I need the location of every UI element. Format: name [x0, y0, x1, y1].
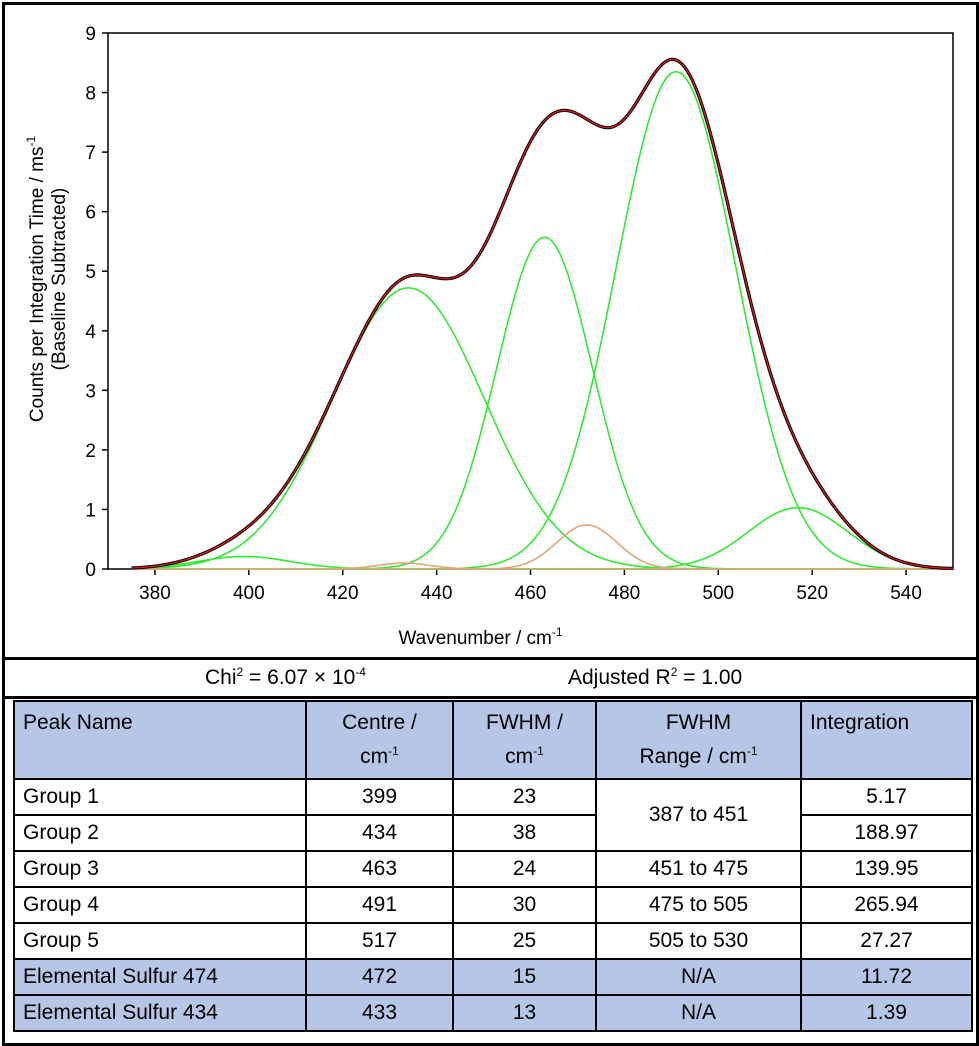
y-tick-label: 6 [85, 203, 96, 224]
cell-range: 387 to 451 [595, 778, 802, 852]
cell-range: 475 to 505 [595, 886, 802, 924]
y-tick-label: 5 [85, 262, 96, 283]
y-tick-label: 1 [85, 500, 96, 521]
x-axis-label: Wavenumber / cm-1 [398, 625, 562, 649]
table-row: Group 5 517 25 505 to 530 27.27 [13, 922, 973, 960]
cell-name: Group 1 [13, 778, 307, 816]
x-tick-label: 440 [421, 583, 453, 604]
component-peak-elemental-sulfur-474 [131, 524, 953, 570]
x-tick-label: 380 [139, 583, 171, 604]
cell-name: Group 3 [13, 850, 307, 888]
x-tick-label: 480 [609, 583, 641, 604]
x-tick-label: 400 [233, 583, 265, 604]
cell-centre: 433 [305, 994, 454, 1032]
table-row: Group 2 434 38 188.97 [13, 814, 973, 852]
measured-spectrum-line [131, 57, 954, 571]
cell-fwhm: 24 [452, 850, 597, 888]
table-row: Group 4 491 30 475 to 505 265.94 [13, 886, 973, 924]
header-fwhm-range: FWHM Range / cm-1 [595, 700, 802, 780]
fit-statistics: Chi2 = 6.07 × 10-4 Adjusted R2 = 1.00 [5, 657, 976, 699]
peak-table: Peak Name Centre / cm-1 FWHM / cm-1 FWHM Ra… [13, 700, 973, 1032]
y-tick-label: 4 [85, 322, 96, 343]
cell-centre: 517 [305, 922, 454, 960]
component-peak-group-5 [131, 506, 954, 570]
component-peak-group-4 [131, 70, 953, 570]
header-integration: Integration [800, 700, 973, 780]
cell-centre: 434 [305, 814, 454, 852]
table-row: Elemental Sulfur 474 472 15 N/A 11.72 [13, 958, 973, 996]
table-row: Group 1 399 23 387 to 451 5.17 [13, 778, 973, 852]
y-axis-label: Counts per Integration Time / ms-1 [24, 136, 48, 423]
cell-integration: 5.17 [800, 778, 973, 816]
cell-fwhm: 30 [452, 886, 597, 924]
cell-integration: 11.72 [800, 958, 973, 996]
cell-name: Group 4 [13, 886, 307, 924]
header-peak-name: Peak Name [13, 700, 307, 780]
chart-panel: 380 400 420 440 460 480 500 520 540 0 1 2 3 4 5 6 7 8 9 Wav… [5, 5, 976, 655]
y-tick-label: 2 [85, 441, 96, 462]
y-axis-sublabel: (Baseline Subtracted) [49, 188, 70, 371]
x-tick-label: 540 [890, 583, 922, 604]
header-centre: Centre / cm-1 [305, 700, 454, 780]
cell-fwhm: 23 [452, 778, 597, 816]
y-tick-label: 7 [85, 143, 96, 164]
chi-squared-stat: Chi2 = 6.07 × 10-4 [205, 665, 366, 689]
table-header-row: Peak Name Centre / cm-1 FWHM / cm-1 FWHM Ra… [13, 700, 973, 780]
cell-centre: 399 [305, 778, 454, 816]
cell-fwhm: 25 [452, 922, 597, 960]
table-row: Elemental Sulfur 434 433 13 N/A 1.39 [13, 994, 973, 1032]
cell-integration: 1.39 [800, 994, 973, 1032]
cell-fwhm: 13 [452, 994, 597, 1032]
cumulative-fit-line [131, 58, 954, 570]
raman-chart: 380 400 420 440 460 480 500 520 540 0 1 2 3 4 5 6 7 8 9 Wav… [24, 24, 954, 649]
cell-centre: 463 [305, 850, 454, 888]
header-fwhm: FWHM / cm-1 [452, 700, 597, 780]
cell-fwhm: 38 [452, 814, 597, 852]
cell-integration: 27.27 [800, 922, 973, 960]
table-row: Group 3 463 24 451 to 475 139.95 [13, 850, 973, 888]
y-tick-label: 9 [85, 24, 96, 45]
cell-name: Elemental Sulfur 474 [13, 958, 307, 996]
cell-centre: 491 [305, 886, 454, 924]
y-tick-label: 3 [85, 381, 96, 402]
component-peak-group-1 [131, 555, 953, 570]
component-peak-elemental-sulfur-434 [131, 562, 953, 570]
cell-range: 451 to 475 [595, 850, 802, 888]
cell-name: Group 2 [13, 814, 307, 852]
cell-integration: 139.95 [800, 850, 973, 888]
cell-range: N/A [595, 994, 802, 1032]
cell-integration: 265.94 [800, 886, 973, 924]
plot-area [107, 32, 954, 570]
y-tick-label: 0 [85, 560, 96, 581]
cell-integration: 188.97 [800, 814, 973, 852]
cell-name: Group 5 [13, 922, 307, 960]
cell-range: 505 to 530 [595, 922, 802, 960]
x-tick-label: 520 [796, 583, 828, 604]
cell-name: Elemental Sulfur 434 [13, 994, 307, 1032]
x-tick-label: 460 [515, 583, 547, 604]
y-tick-label: 8 [85, 84, 96, 105]
cell-range: N/A [595, 958, 802, 996]
adjusted-r2-stat: Adjusted R2 = 1.00 [568, 665, 743, 689]
cell-centre: 472 [305, 958, 454, 996]
x-tick-label: 420 [327, 583, 359, 604]
x-tick-label: 500 [702, 583, 734, 604]
cell-fwhm: 15 [452, 958, 597, 996]
